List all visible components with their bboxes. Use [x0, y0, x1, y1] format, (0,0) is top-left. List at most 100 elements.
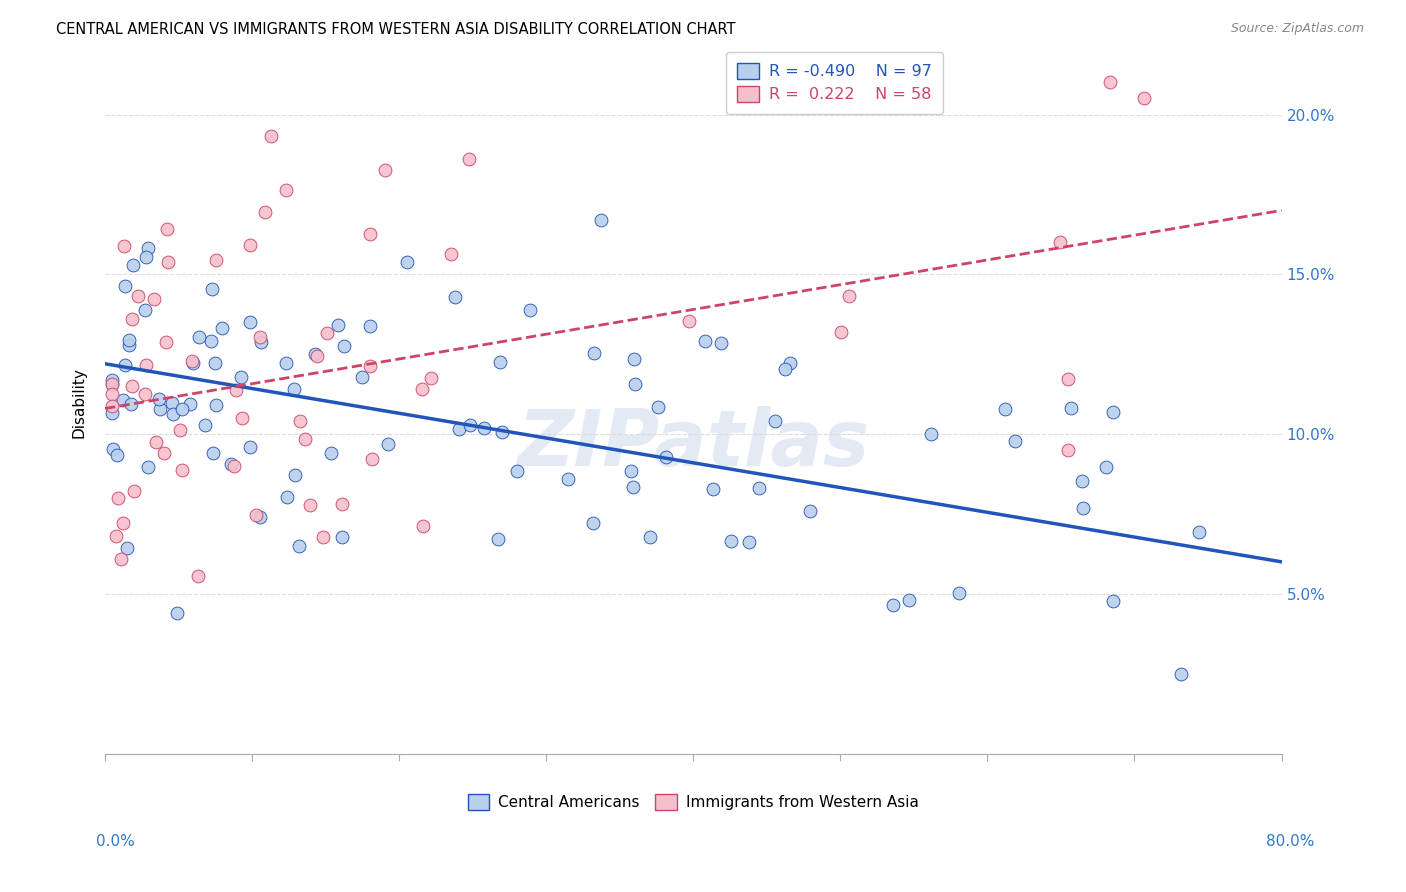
Point	[105, 529, 128, 543]
Point	[330, 530, 353, 544]
Point	[114, 279, 136, 293]
Point	[276, 491, 298, 505]
Point	[1056, 443, 1078, 458]
Point	[288, 539, 311, 553]
Point	[359, 318, 381, 333]
Point	[328, 318, 350, 332]
Point	[1187, 525, 1209, 540]
Point	[702, 483, 724, 497]
Point	[623, 351, 645, 366]
Point	[1059, 401, 1081, 415]
Point	[420, 371, 443, 385]
Point	[127, 289, 149, 303]
Point	[107, 491, 129, 505]
Point	[181, 356, 204, 370]
Point	[143, 292, 166, 306]
Point	[486, 533, 509, 547]
Point	[710, 335, 733, 350]
Point	[250, 335, 273, 350]
Point	[202, 445, 225, 459]
Point	[412, 518, 434, 533]
Point	[288, 414, 311, 428]
Y-axis label: Disability: Disability	[72, 367, 86, 438]
Point	[180, 354, 202, 368]
Point	[993, 401, 1015, 416]
Point	[1049, 235, 1071, 249]
Point	[491, 425, 513, 440]
Point	[134, 386, 156, 401]
Point	[312, 530, 335, 544]
Point	[720, 533, 742, 548]
Point	[114, 359, 136, 373]
Point	[170, 401, 193, 416]
Point	[274, 183, 297, 197]
Point	[200, 334, 222, 348]
Point	[105, 448, 128, 462]
Point	[1099, 74, 1122, 88]
Point	[149, 401, 172, 416]
Point	[623, 376, 645, 391]
Point	[589, 213, 612, 227]
Point	[121, 379, 143, 393]
Point	[779, 356, 801, 370]
Point	[211, 321, 233, 335]
Point	[101, 387, 124, 401]
Point	[194, 417, 217, 432]
Point	[582, 516, 605, 531]
Point	[678, 314, 700, 328]
Point	[298, 498, 321, 512]
Point	[170, 463, 193, 477]
Point	[253, 204, 276, 219]
Point	[101, 399, 124, 413]
Point	[231, 411, 253, 425]
Point	[440, 246, 463, 260]
Point	[583, 345, 606, 359]
Point	[361, 451, 384, 466]
Point	[738, 534, 761, 549]
Point	[1170, 666, 1192, 681]
Point	[519, 302, 541, 317]
Point	[655, 450, 678, 465]
Point	[205, 253, 228, 268]
Point	[693, 334, 716, 348]
Point	[245, 508, 267, 523]
Point	[458, 152, 481, 166]
Point	[239, 440, 262, 454]
Point	[249, 509, 271, 524]
Point	[474, 421, 496, 435]
Point	[101, 373, 124, 387]
Point	[145, 435, 167, 450]
Point	[640, 530, 662, 544]
Point	[284, 468, 307, 483]
Point	[838, 289, 860, 303]
Point	[294, 432, 316, 446]
Point	[152, 446, 174, 460]
Point	[112, 516, 135, 531]
Point	[222, 458, 245, 473]
Point	[830, 325, 852, 339]
Point	[882, 599, 904, 613]
Point	[179, 397, 201, 411]
Point	[156, 222, 179, 236]
Point	[506, 464, 529, 478]
Point	[118, 333, 141, 347]
Text: ZIPatlas: ZIPatlas	[517, 406, 869, 483]
Point	[621, 480, 644, 494]
Point	[304, 347, 326, 361]
Point	[799, 504, 821, 518]
Point	[396, 255, 419, 269]
Point	[249, 330, 271, 344]
Point	[111, 392, 134, 407]
Point	[204, 356, 226, 370]
Point	[458, 417, 481, 432]
Point	[225, 384, 247, 398]
Point	[101, 376, 124, 391]
Point	[748, 481, 770, 495]
Point	[219, 457, 242, 471]
Point	[319, 446, 342, 460]
Point	[157, 255, 180, 269]
Point	[1094, 459, 1116, 474]
Point	[444, 290, 467, 304]
Point	[239, 315, 262, 329]
Point	[775, 362, 797, 376]
